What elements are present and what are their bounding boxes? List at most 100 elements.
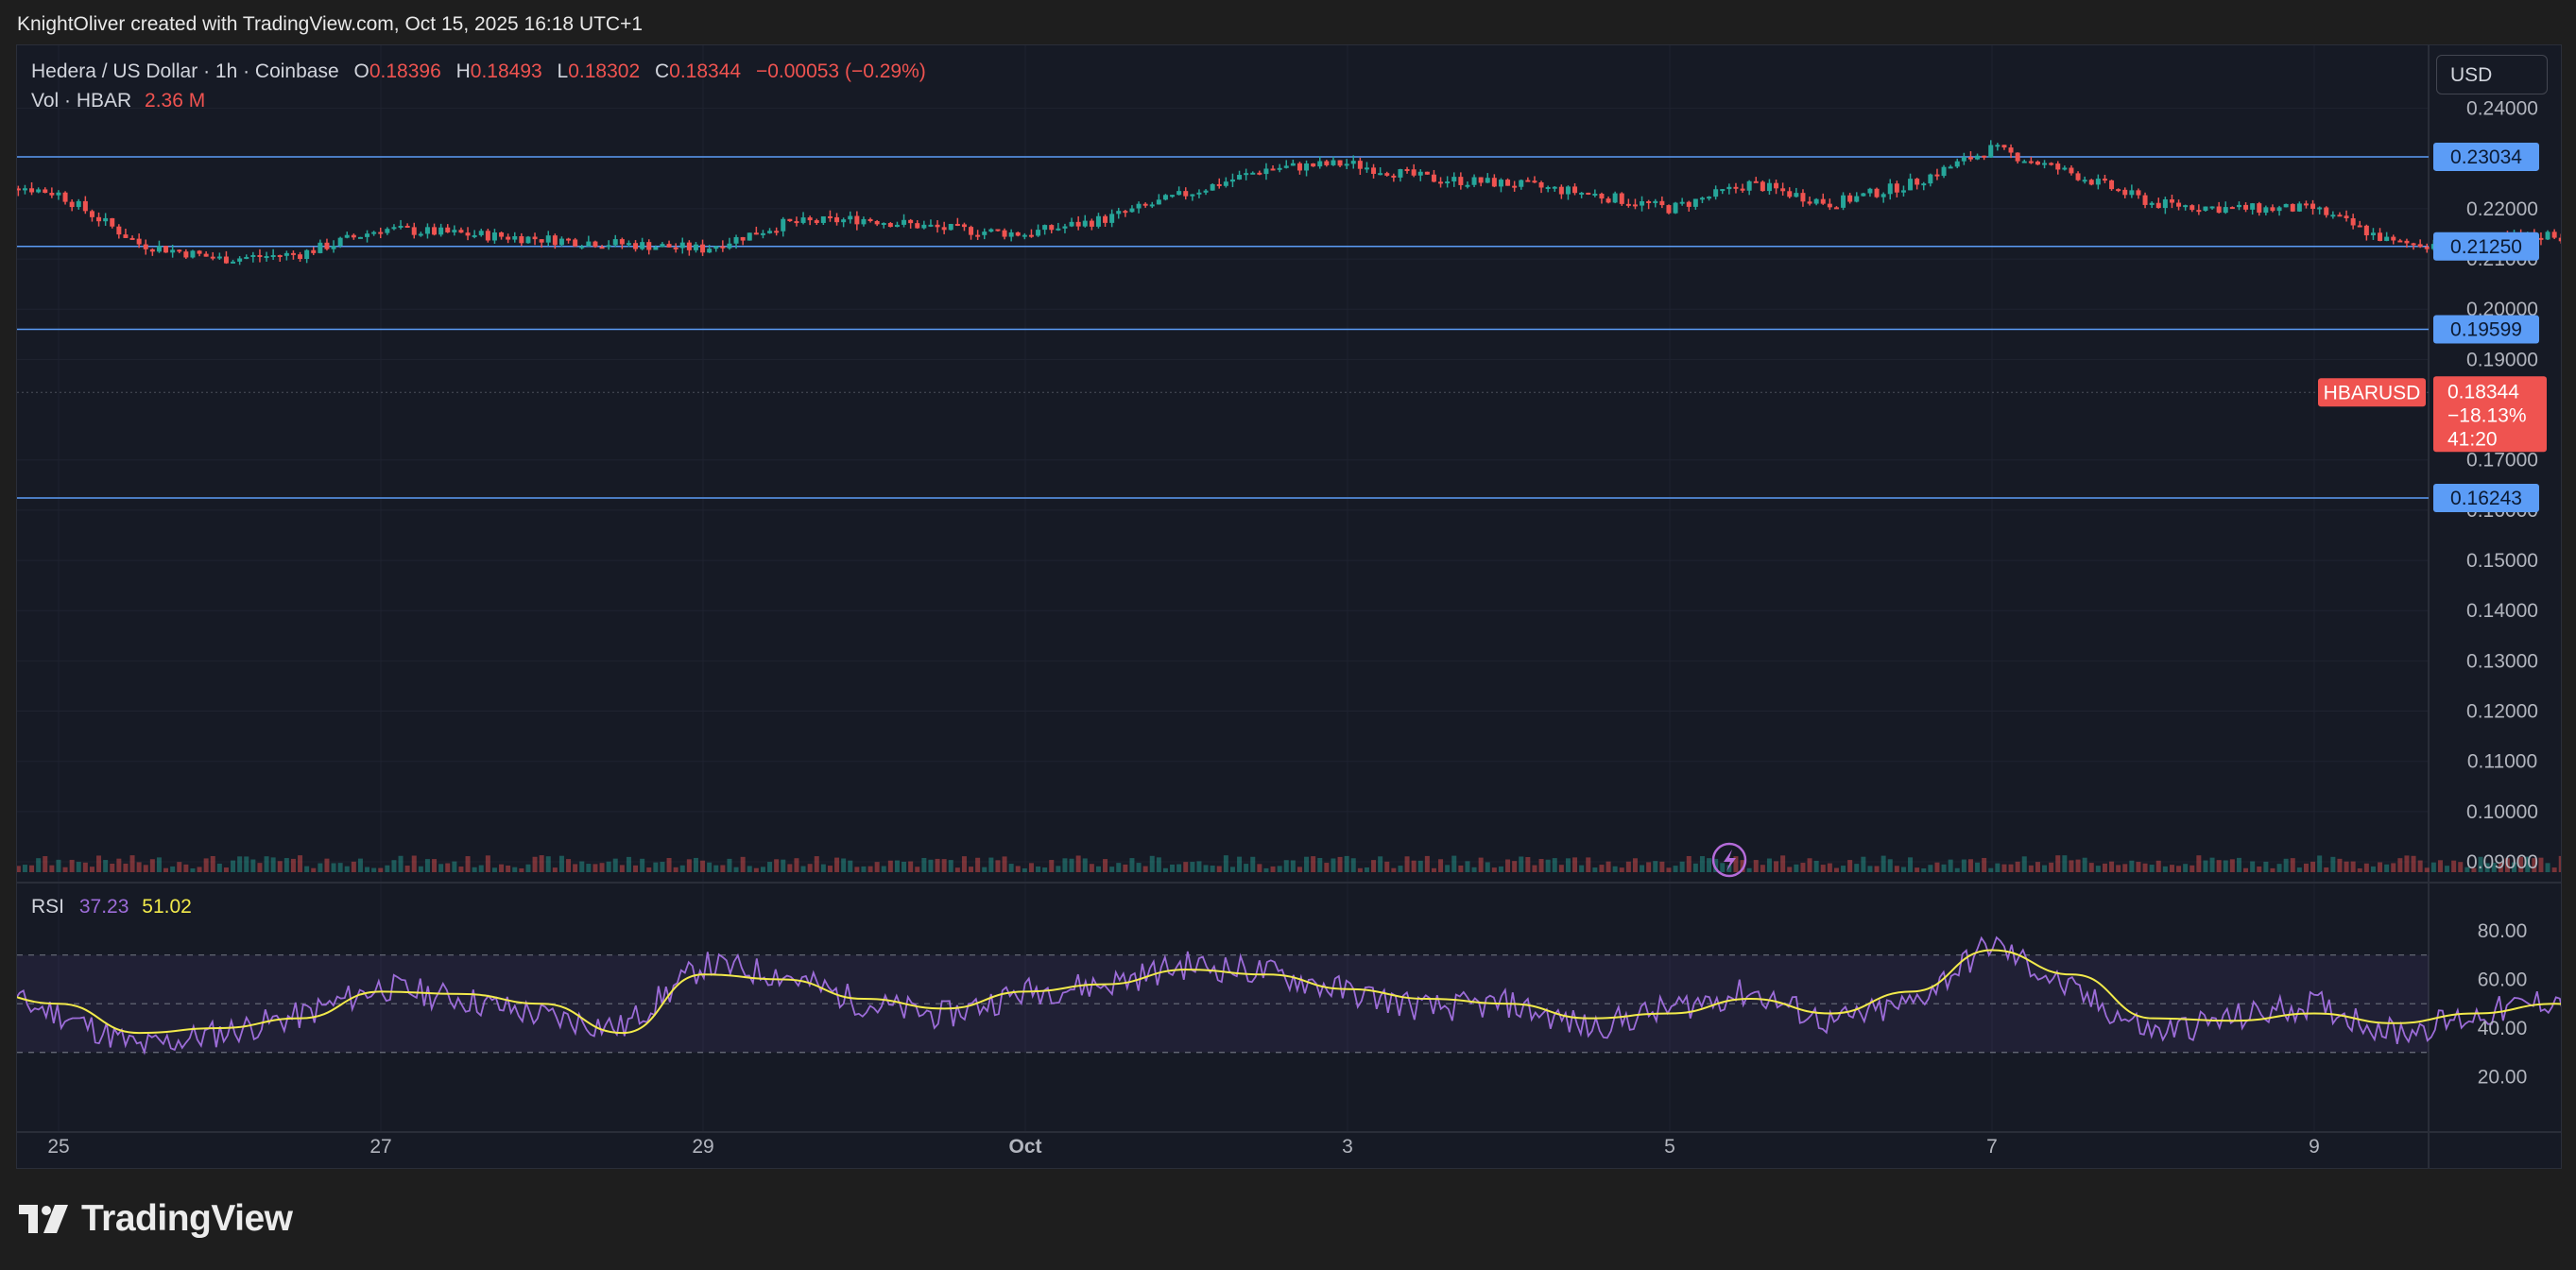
volume-bar xyxy=(867,866,873,872)
candle-body xyxy=(653,247,659,250)
candle-body xyxy=(539,239,544,243)
volume-bar xyxy=(1512,861,1518,872)
candle-body xyxy=(586,241,592,247)
volume-bar xyxy=(747,866,752,872)
currency-button[interactable]: USD xyxy=(2436,55,2548,94)
volume-bar xyxy=(1162,867,1168,872)
candle-body xyxy=(290,252,296,255)
volume-bar xyxy=(720,865,726,872)
lightning-bolt-icon xyxy=(1724,850,1736,871)
volume-bar xyxy=(183,864,189,872)
candle-body xyxy=(1304,163,1310,171)
candle-body xyxy=(277,255,283,258)
close-label: C xyxy=(655,60,670,82)
volume-bar xyxy=(432,859,438,872)
volume-bar xyxy=(304,866,310,872)
volume-bar xyxy=(2102,863,2107,872)
tradingview-logo[interactable]: TradingView xyxy=(19,1198,293,1240)
candle-body xyxy=(1036,230,1041,236)
candle-body xyxy=(982,232,987,235)
volume-bar xyxy=(15,866,21,872)
volume-bar xyxy=(781,859,786,872)
volume-bar xyxy=(344,866,350,872)
volume-bar xyxy=(640,858,645,872)
rsi-line xyxy=(0,935,2576,1055)
volume-bar xyxy=(727,858,732,872)
candle-countdown: 41:20 xyxy=(2447,428,2498,450)
candle-body xyxy=(1028,234,1034,237)
volume-bar xyxy=(452,861,457,872)
volume-bar xyxy=(391,860,397,872)
volume-bar xyxy=(136,862,142,872)
volume-bar xyxy=(357,858,363,872)
candle-body xyxy=(1874,188,1880,197)
volume-bar xyxy=(512,867,518,872)
volume-bar xyxy=(1780,855,1786,872)
volume-bar xyxy=(1257,864,1262,872)
volume-bar xyxy=(231,860,236,872)
volume-bar xyxy=(1277,866,1282,872)
volume-bar xyxy=(22,865,27,872)
candle-body xyxy=(1095,215,1101,227)
candle-body xyxy=(1257,172,1262,175)
candle-body xyxy=(244,256,249,259)
candle-body xyxy=(499,232,505,237)
candle-body xyxy=(472,234,477,237)
volume-bar xyxy=(337,863,343,872)
level-price-tag xyxy=(2433,315,2539,344)
candle-body xyxy=(2558,237,2564,242)
candle-body xyxy=(1586,192,1591,195)
volume-bar xyxy=(1505,859,1511,872)
candle-body xyxy=(129,237,135,240)
volume-label[interactable]: Vol · HBAR xyxy=(31,90,132,112)
volume-bar xyxy=(2478,856,2483,872)
volume-bar xyxy=(2116,865,2121,872)
candle-body xyxy=(1948,166,1953,169)
volume-bar xyxy=(371,867,377,872)
volume-bar xyxy=(707,862,713,872)
candle-body xyxy=(1297,163,1302,171)
volume-bar xyxy=(941,859,947,872)
candle-body xyxy=(760,232,765,235)
volume-bar xyxy=(1673,866,1678,872)
volume-bar xyxy=(975,857,981,872)
volume-bar xyxy=(2069,860,2074,872)
candle-body xyxy=(2129,190,2135,196)
volume-bar xyxy=(740,856,746,872)
volume-bar xyxy=(1364,867,1369,872)
candle-body xyxy=(223,256,229,264)
candle-body xyxy=(2035,161,2040,165)
candle-body xyxy=(1565,186,1571,195)
volume-bar xyxy=(237,856,243,872)
volume-bar xyxy=(935,858,940,872)
volume-bar xyxy=(2397,858,2403,872)
candle-body xyxy=(96,216,102,222)
candle-body xyxy=(1290,163,1296,166)
symbol-name[interactable]: Hedera / US Dollar · 1h · Coinbase xyxy=(31,60,339,82)
candle-body xyxy=(1002,230,1007,237)
candle-body xyxy=(163,246,169,253)
candle-body xyxy=(988,229,994,232)
candle-body xyxy=(2142,195,2148,205)
candle-body xyxy=(1606,198,1611,203)
candle-body xyxy=(1203,190,1209,193)
candle-body xyxy=(1082,220,1088,227)
candle-body xyxy=(1156,199,1161,205)
candle-body xyxy=(82,200,88,212)
volume-bar xyxy=(1640,865,1645,872)
volume-bar xyxy=(1498,866,1503,872)
volume-bar xyxy=(1707,858,1712,872)
candle-body xyxy=(1431,174,1436,182)
volume-bar xyxy=(2471,867,2477,872)
candle-body xyxy=(827,215,833,218)
candle-body xyxy=(2116,189,2121,192)
candle-body xyxy=(183,251,189,258)
volume-bar xyxy=(223,867,229,872)
candle-body xyxy=(216,256,222,259)
candle-body xyxy=(149,249,155,252)
candle-body xyxy=(438,227,444,235)
rsi-label[interactable]: RSI xyxy=(31,896,65,918)
volume-bar xyxy=(1699,856,1705,872)
